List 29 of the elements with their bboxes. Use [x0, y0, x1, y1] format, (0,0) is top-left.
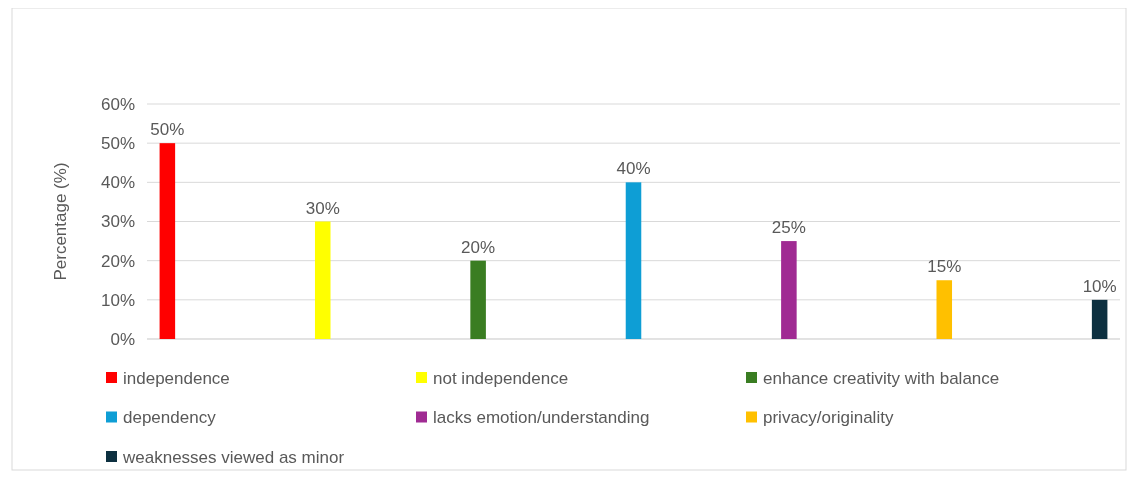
text: 15% [927, 257, 962, 277]
legend-label: not independence [433, 368, 569, 388]
text: 20% [461, 237, 496, 257]
bar [936, 280, 953, 339]
text: 30% [305, 198, 340, 218]
legend-label: privacy/originality [763, 408, 894, 428]
legend-label: weaknesses viewed as minor [122, 447, 345, 467]
y-axis-title: Percentage (%) [51, 162, 70, 281]
y-tick-label: 0% [110, 329, 135, 349]
bar [470, 260, 486, 339]
legend-label: enhance creativity with balance [763, 368, 1000, 388]
y-tick-label: 60% [100, 94, 135, 114]
bar [314, 221, 331, 339]
legend-label: independence [123, 368, 230, 388]
bar [625, 182, 642, 339]
bar [781, 241, 797, 339]
bar [1091, 299, 1108, 339]
y-tick-label: 30% [100, 212, 135, 232]
text: 25% [771, 218, 806, 238]
legend-label: dependency [123, 408, 217, 428]
y-tick-label: 10% [100, 290, 135, 310]
legend-label: lacks emotion/understanding [433, 408, 650, 428]
bar [159, 143, 176, 339]
text: 40% [616, 159, 651, 179]
y-tick-label: 40% [100, 173, 135, 193]
text: 10% [1082, 276, 1117, 296]
y-tick-label: 50% [100, 134, 135, 154]
y-tick-label: 20% [100, 251, 135, 271]
text: 50% [150, 120, 185, 140]
